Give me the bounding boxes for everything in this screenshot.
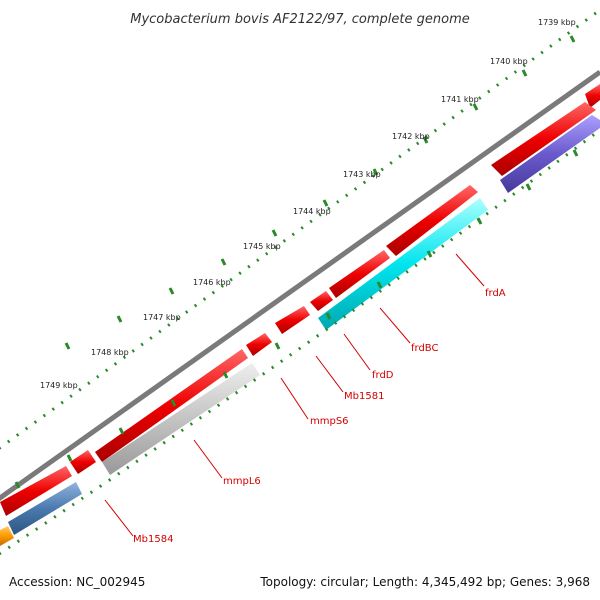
gene-arrow-right-purple bbox=[500, 115, 600, 193]
inner-scale-ring bbox=[0, 128, 600, 556]
gene-arrow-frdA-fwd bbox=[491, 102, 596, 176]
gene-label-mmpL6: mmpL6 bbox=[223, 476, 261, 487]
gene-labels: frdA frdBC frdD Mb1581 mmpS6 mmpL6 Mb158… bbox=[133, 288, 506, 545]
scale-label-1742: 1742 kbp bbox=[392, 132, 430, 141]
gene-arrow-mmpL6-fwd bbox=[95, 349, 248, 462]
gene-arrow-frd-cyan bbox=[318, 198, 488, 330]
gene-label-frdBC: frdBC bbox=[411, 343, 438, 354]
gene-label-mmpS6: mmpS6 bbox=[310, 416, 349, 427]
gene-label-frdA: frdA bbox=[485, 288, 506, 299]
gene-arrow-frdD bbox=[310, 291, 333, 311]
scale-label-1746: 1746 kbp bbox=[193, 278, 231, 287]
gene-label-Mb1581: Mb1581 bbox=[344, 391, 384, 402]
gene-arrow-Mb1584-fwd bbox=[0, 466, 72, 516]
gene-label-Mb1584: Mb1584 bbox=[133, 534, 173, 545]
reverse-strand-genes bbox=[0, 115, 600, 546]
gene-arrow-left-orange bbox=[0, 526, 14, 546]
accession-text: Accession: NC_002945 bbox=[9, 575, 145, 589]
gene-arrow-mmpS6 bbox=[246, 333, 272, 356]
scale-label-1739: 1739 kbp bbox=[538, 18, 576, 27]
map-title: Mycobacterium bovis AF2122/97, complete … bbox=[130, 12, 469, 27]
gene-arrow-far-right bbox=[585, 84, 600, 108]
scale-label-1749: 1749 kbp bbox=[40, 381, 78, 390]
scale-label-1743: 1743 kbp bbox=[343, 170, 381, 179]
genome-stats-text: Topology: circular; Length: 4,345,492 bp… bbox=[259, 575, 590, 589]
gene-arrow-frdB bbox=[386, 185, 478, 256]
scale-ring bbox=[0, 8, 600, 450]
gene-arrow-mmpL6-gray bbox=[102, 363, 260, 475]
gene-label-frdD: frdD bbox=[372, 370, 394, 381]
scale-label-1740: 1740 kbp bbox=[490, 57, 528, 66]
scale-label-1744: 1744 kbp bbox=[293, 207, 331, 216]
gene-arrow-Mb1583 bbox=[70, 450, 96, 474]
scale-label-1741: 1741 kbp bbox=[441, 95, 479, 104]
gene-arrow-frdC bbox=[329, 250, 390, 298]
inner-ticks bbox=[14, 149, 579, 489]
scale-label-1748: 1748 kbp bbox=[91, 348, 129, 357]
gene-arrow-Mb1584-blue bbox=[8, 482, 82, 535]
forward-strand-genes bbox=[0, 84, 600, 516]
scale-ticks bbox=[64, 35, 576, 350]
scale-label-1747: 1747 kbp bbox=[143, 313, 181, 322]
scale-labels: 1739 kbp 1740 kbp 1741 kbp 1742 kbp 1743… bbox=[40, 18, 576, 390]
genome-backbone bbox=[0, 69, 600, 501]
label-leaders bbox=[104, 253, 485, 537]
gene-arrow-Mb1581 bbox=[275, 306, 310, 334]
scale-label-1745: 1745 kbp bbox=[243, 242, 281, 251]
